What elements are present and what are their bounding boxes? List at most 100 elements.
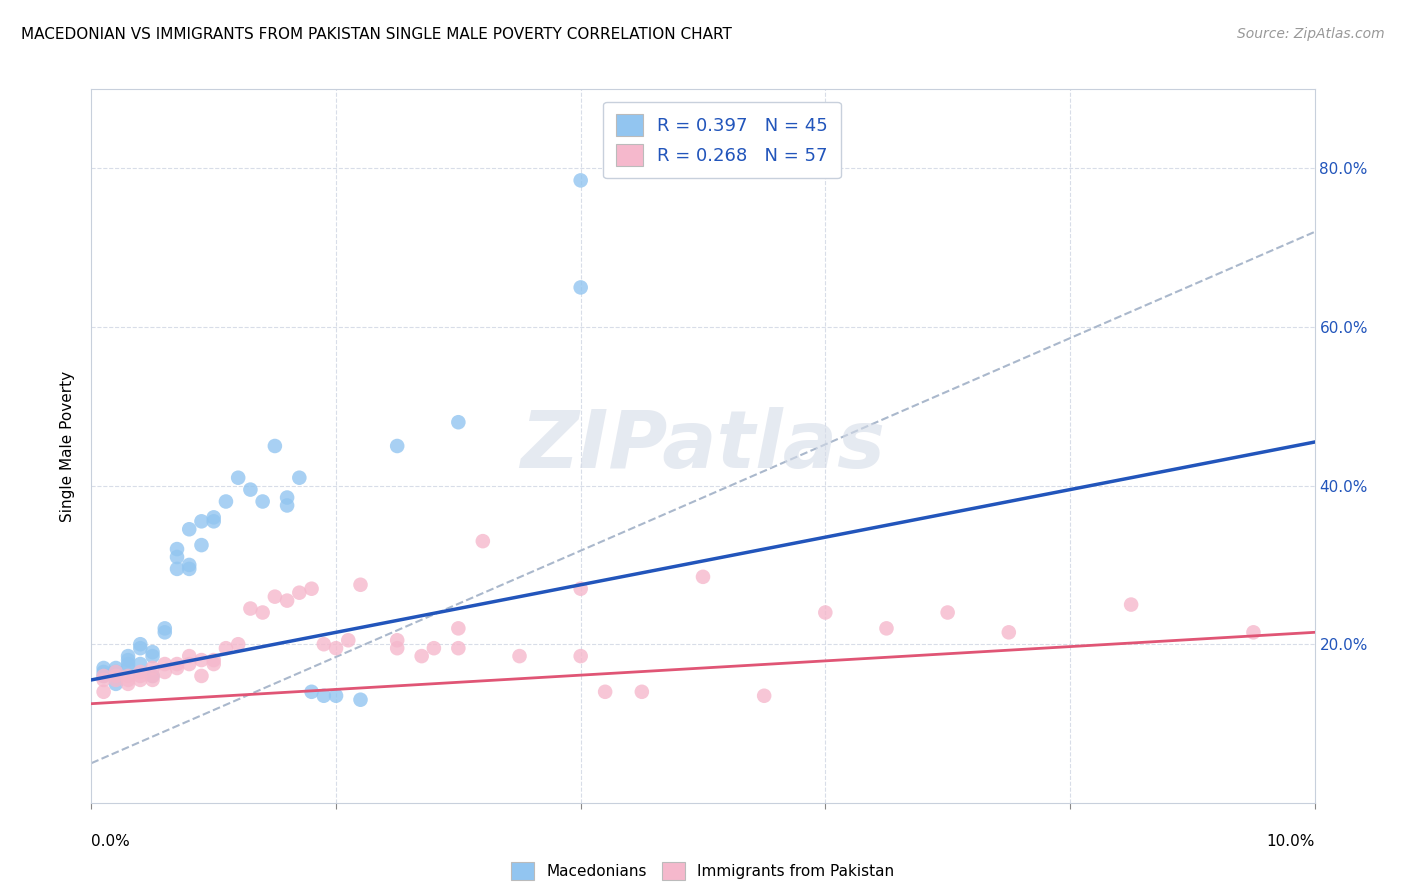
- Point: [117, 669, 139, 683]
- Point: [141, 669, 163, 683]
- Text: MACEDONIAN VS IMMIGRANTS FROM PAKISTAN SINGLE MALE POVERTY CORRELATION CHART: MACEDONIAN VS IMMIGRANTS FROM PAKISTAN S…: [21, 27, 733, 42]
- Point: [104, 669, 127, 683]
- Point: [93, 665, 115, 679]
- Point: [153, 625, 176, 640]
- Point: [215, 494, 238, 508]
- Point: [104, 677, 127, 691]
- Point: [447, 641, 470, 656]
- Point: [276, 593, 298, 607]
- Point: [423, 641, 446, 656]
- Point: [179, 649, 201, 664]
- Point: [288, 585, 311, 599]
- Point: [754, 689, 776, 703]
- Point: [471, 534, 494, 549]
- Point: [936, 606, 959, 620]
- Point: [569, 582, 592, 596]
- Point: [104, 665, 127, 679]
- Point: [129, 669, 152, 683]
- Text: ZIPatlas: ZIPatlas: [520, 407, 886, 485]
- Point: [117, 677, 139, 691]
- Point: [104, 661, 127, 675]
- Point: [349, 692, 371, 706]
- Point: [1121, 598, 1143, 612]
- Point: [93, 685, 115, 699]
- Point: [569, 280, 592, 294]
- Point: [239, 483, 262, 497]
- Point: [141, 649, 163, 664]
- Point: [226, 637, 249, 651]
- Point: [153, 621, 176, 635]
- Y-axis label: Single Male Poverty: Single Male Poverty: [60, 370, 76, 522]
- Text: 10.0%: 10.0%: [1267, 834, 1315, 849]
- Point: [166, 542, 188, 557]
- Text: 0.0%: 0.0%: [91, 834, 131, 849]
- Point: [325, 641, 347, 656]
- Point: [117, 657, 139, 671]
- Point: [166, 549, 188, 564]
- Point: [447, 415, 470, 429]
- Point: [325, 689, 347, 703]
- Point: [276, 491, 298, 505]
- Point: [509, 649, 531, 664]
- Point: [141, 673, 163, 687]
- Point: [117, 673, 139, 687]
- Point: [129, 657, 152, 671]
- Point: [117, 653, 139, 667]
- Point: [179, 657, 201, 671]
- Point: [117, 661, 139, 675]
- Point: [447, 621, 470, 635]
- Point: [104, 665, 127, 679]
- Point: [239, 601, 262, 615]
- Point: [569, 173, 592, 187]
- Point: [166, 657, 188, 671]
- Point: [104, 673, 127, 687]
- Point: [692, 570, 714, 584]
- Point: [179, 522, 201, 536]
- Point: [202, 657, 225, 671]
- Point: [252, 494, 274, 508]
- Point: [179, 558, 201, 572]
- Point: [252, 606, 274, 620]
- Point: [141, 661, 163, 675]
- Point: [385, 641, 409, 656]
- Point: [129, 673, 152, 687]
- Point: [129, 665, 152, 679]
- Point: [226, 471, 249, 485]
- Point: [276, 499, 298, 513]
- Point: [202, 510, 225, 524]
- Point: [190, 669, 212, 683]
- Point: [411, 649, 433, 664]
- Point: [264, 590, 287, 604]
- Point: [814, 606, 837, 620]
- Point: [385, 439, 409, 453]
- Point: [312, 637, 335, 651]
- Point: [93, 661, 115, 675]
- Point: [141, 669, 163, 683]
- Point: [215, 641, 238, 656]
- Point: [998, 625, 1021, 640]
- Point: [301, 685, 323, 699]
- Point: [569, 649, 592, 664]
- Point: [202, 653, 225, 667]
- Point: [93, 669, 115, 683]
- Point: [593, 685, 616, 699]
- Point: [166, 661, 188, 675]
- Point: [141, 645, 163, 659]
- Point: [190, 514, 212, 528]
- Point: [117, 649, 139, 664]
- Text: Source: ZipAtlas.com: Source: ZipAtlas.com: [1237, 27, 1385, 41]
- Point: [264, 439, 287, 453]
- Point: [93, 669, 115, 683]
- Point: [349, 578, 371, 592]
- Point: [166, 562, 188, 576]
- Point: [301, 582, 323, 596]
- Point: [385, 633, 409, 648]
- Point: [93, 673, 115, 687]
- Point: [190, 538, 212, 552]
- Point: [129, 637, 152, 651]
- Point: [631, 685, 654, 699]
- Point: [179, 562, 201, 576]
- Point: [202, 514, 225, 528]
- Point: [312, 689, 335, 703]
- Point: [337, 633, 360, 648]
